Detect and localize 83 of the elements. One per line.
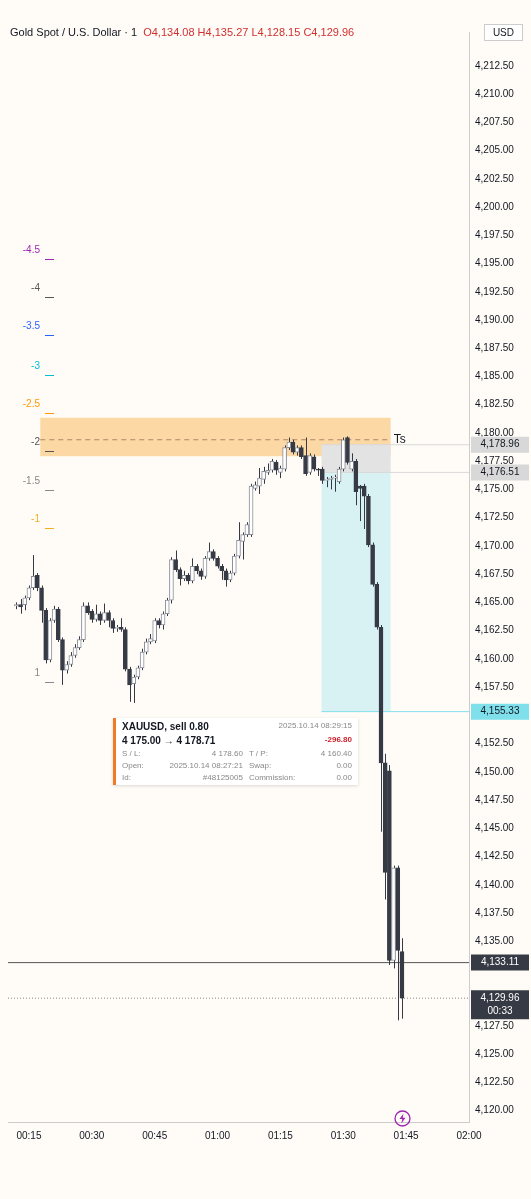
y-tick-label: 4,187.50 bbox=[475, 342, 515, 354]
y-tick-label: 4,192.50 bbox=[475, 285, 515, 297]
annotation: -296.80 bbox=[323, 735, 352, 746]
y-tick-label: 4,137.50 bbox=[475, 906, 515, 918]
y-tick-label: 4,205.00 bbox=[475, 144, 515, 156]
annotation: Open: bbox=[122, 761, 145, 770]
annotation: Id: bbox=[122, 773, 132, 782]
chart-title: Gold Spot / U.S. Dollar · 1 bbox=[10, 26, 138, 38]
y-tick-label: 4,180.00 bbox=[475, 426, 515, 438]
y-tick-label: 4,175.00 bbox=[475, 483, 515, 495]
annotation: Commission: bbox=[248, 773, 297, 782]
y-tick-label: 4,170.00 bbox=[475, 539, 515, 551]
y-tick-label: 4,160.00 bbox=[475, 652, 515, 664]
y-tick-label: 4,162.50 bbox=[475, 624, 515, 636]
y-tick-label: 4,125.00 bbox=[475, 1047, 515, 1059]
y-tick-label: 4,122.50 bbox=[475, 1076, 515, 1088]
y-tick-label: 4,195.00 bbox=[475, 257, 515, 269]
candlestick bbox=[35, 572, 40, 592]
annotation: 4 178.60 bbox=[210, 749, 243, 758]
candlestick bbox=[282, 444, 287, 472]
annotation: #48125005 bbox=[201, 773, 243, 782]
annotation: -1 bbox=[30, 513, 40, 524]
ref-line-label: 4,129.96 00:33 bbox=[480, 991, 520, 1016]
y-tick-label: 4,185.00 bbox=[475, 370, 515, 382]
y-axis-title: USD bbox=[483, 24, 523, 41]
ref-line-label: 4,155.33 bbox=[480, 705, 520, 717]
y-tick-label: 4,200.00 bbox=[475, 200, 515, 212]
y-tick-label: 4,190.00 bbox=[475, 313, 515, 325]
annotation: -1.5 bbox=[21, 475, 40, 486]
annotation: -2 bbox=[30, 436, 40, 447]
x-tick-label: 00:45 bbox=[142, 1129, 168, 1141]
y-tick-label: 4,167.50 bbox=[475, 567, 515, 579]
y-tick-label: 4,140.00 bbox=[475, 878, 515, 890]
y-tick-label: 4,197.50 bbox=[475, 229, 515, 241]
y-tick-label: 4,212.50 bbox=[475, 59, 515, 71]
ref-line-label: 4,176.51 bbox=[480, 466, 520, 478]
annotation: -3.5 bbox=[21, 320, 40, 331]
annotation: 0.00 bbox=[335, 761, 352, 770]
x-tick-label: 02:00 bbox=[456, 1129, 482, 1141]
annotation: 1 bbox=[33, 667, 40, 678]
candlestick bbox=[345, 435, 350, 466]
annotation: 2025.10.14 08:27:21 bbox=[168, 761, 243, 770]
candlestick bbox=[361, 483, 367, 530]
annotation: -2.5 bbox=[21, 398, 40, 409]
y-tick-label: 4,207.50 bbox=[475, 116, 515, 128]
y-tick-label: 4,120.00 bbox=[475, 1104, 515, 1116]
annotation: -4.5 bbox=[21, 244, 40, 255]
x-tick-label: 01:30 bbox=[330, 1129, 357, 1141]
annotation: Swap: bbox=[248, 761, 273, 770]
candlestick bbox=[127, 666, 132, 703]
y-tick-label: 4,177.50 bbox=[475, 454, 515, 466]
y-tick-label: 4,142.50 bbox=[475, 850, 515, 862]
ref-line-label: Ts bbox=[393, 432, 406, 447]
y-tick-label: 4,182.50 bbox=[475, 398, 515, 410]
y-tick-label: 4,202.50 bbox=[475, 172, 515, 184]
annotation: -3 bbox=[30, 360, 40, 371]
y-tick-label: 4,165.00 bbox=[475, 596, 515, 608]
candlestick bbox=[236, 521, 241, 559]
y-tick-label: 4,172.50 bbox=[475, 511, 515, 523]
annotation: XAUUSD, sell 0.80 bbox=[122, 721, 210, 732]
chart-subtitle: O4,134.08 H4,135.27 L4,128.15 C4,129.96 bbox=[143, 26, 355, 38]
annotation: 4 175.00 → 4 178.71 bbox=[122, 735, 217, 746]
annotation: 2025.10.14 08:29:15 bbox=[277, 721, 352, 732]
x-tick-label: 00:30 bbox=[79, 1129, 105, 1141]
ref-line-label: 4,133.11 bbox=[480, 956, 520, 968]
y-tick-label: 4,210.00 bbox=[475, 87, 515, 99]
x-tick-label: 00:15 bbox=[16, 1129, 42, 1141]
y-tick-label: 4,150.00 bbox=[475, 765, 515, 777]
annotation: S / L: bbox=[122, 749, 142, 758]
annotation: 4 160.40 bbox=[319, 749, 352, 758]
y-tick-label: 4,147.50 bbox=[475, 793, 515, 805]
y-tick-label: 4,135.00 bbox=[475, 935, 515, 947]
annotation: 0.00 bbox=[335, 773, 352, 782]
x-tick-label: 01:00 bbox=[205, 1129, 231, 1141]
x-tick-label: 01:45 bbox=[393, 1129, 420, 1141]
y-tick-label: 4,157.50 bbox=[475, 680, 515, 692]
y-tick-label: 4,152.50 bbox=[475, 737, 515, 749]
annotation: -4 bbox=[30, 282, 40, 293]
ref-line-label: 4,178.96 bbox=[480, 438, 520, 450]
y-tick-label: 4,145.00 bbox=[475, 822, 515, 834]
y-tick-label: 4,127.50 bbox=[475, 1019, 515, 1031]
x-tick-label: 01:15 bbox=[267, 1129, 294, 1141]
annotation: T / P: bbox=[248, 749, 269, 758]
